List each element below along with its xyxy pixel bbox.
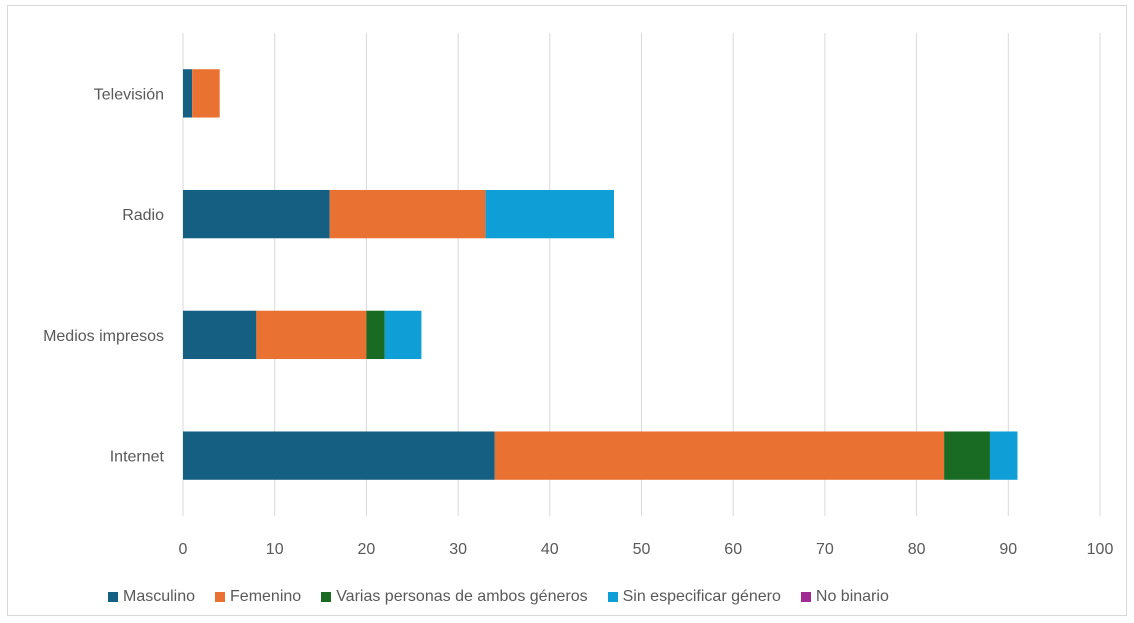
x-tick-label: 90 xyxy=(999,541,1017,558)
category-label: Televisión xyxy=(94,86,164,103)
x-tick-label: 0 xyxy=(179,541,188,558)
x-tick-label: 70 xyxy=(816,541,834,558)
x-tick-label: 10 xyxy=(266,541,284,558)
legend-label: Varias personas de ambos géneros xyxy=(336,588,588,605)
legend-item: No binario xyxy=(800,588,889,606)
legend-swatch xyxy=(607,592,618,602)
bar-segment xyxy=(183,69,193,118)
x-tick-label: 30 xyxy=(449,541,467,558)
legend-label: Sin especificar género xyxy=(622,588,781,605)
x-tick-label: 100 xyxy=(1087,541,1114,558)
category-label: Radio xyxy=(122,207,164,224)
bar-segment xyxy=(183,431,495,480)
x-tick-label: 50 xyxy=(633,541,651,558)
legend-label: No binario xyxy=(815,588,889,605)
legend-swatch xyxy=(321,592,332,602)
chart-legend: Masculino Femenino Varias personas de ambo… xyxy=(108,586,909,608)
bar-segment xyxy=(366,310,385,360)
x-tick-label: 40 xyxy=(541,541,559,558)
legend-swatch xyxy=(800,592,811,602)
legend-item: Varias personas de ambos géneros xyxy=(321,588,588,606)
legend-label: Masculino xyxy=(123,588,196,605)
x-tick-label: 20 xyxy=(358,541,376,558)
x-tick-label: 60 xyxy=(724,541,742,558)
x-tick-label: 80 xyxy=(908,541,926,558)
bar-segment xyxy=(183,310,257,360)
bar-segment xyxy=(384,310,422,360)
bar-segment xyxy=(494,431,945,480)
bar-segment xyxy=(256,310,367,360)
legend-item: Masculino xyxy=(108,588,195,606)
bar-segment xyxy=(192,69,220,118)
legend-swatch xyxy=(108,592,118,602)
legend-item: Sin especificar género xyxy=(607,588,781,606)
legend-item: Femenino xyxy=(215,588,301,606)
category-label: Internet xyxy=(110,449,165,466)
bar-segment xyxy=(329,189,486,239)
bar-segment xyxy=(944,431,990,480)
bar-segment xyxy=(183,189,330,239)
category-label: Medios impresos xyxy=(43,328,164,345)
legend-swatch xyxy=(215,592,226,602)
bar-segment xyxy=(485,189,614,239)
bar-segment xyxy=(989,431,1018,480)
legend-label: Femenino xyxy=(230,588,302,605)
